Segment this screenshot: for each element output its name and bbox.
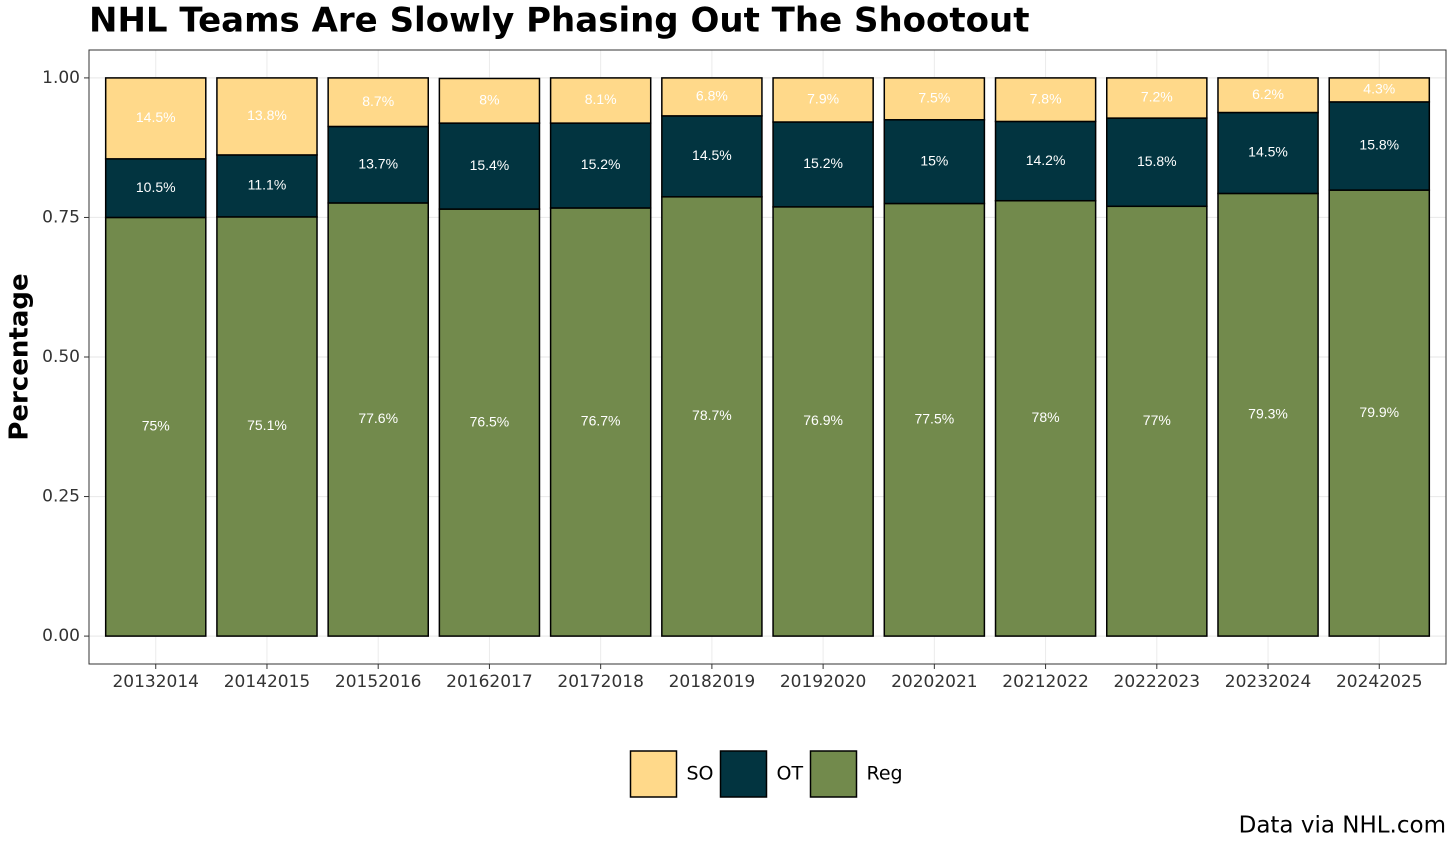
data-label: 76.7%: [581, 413, 621, 429]
bar-segment: [1328, 189, 1431, 637]
data-label: 79.9%: [1359, 404, 1399, 420]
data-label: 6.2%: [1252, 86, 1284, 102]
bar-segment: [104, 77, 207, 160]
bar-segment: [1328, 77, 1431, 103]
data-label: 14.5%: [1248, 144, 1288, 160]
data-label: 79.3%: [1248, 405, 1288, 421]
data-label: 4.3%: [1363, 81, 1395, 97]
caption: Data via NHL.com: [1239, 813, 1446, 839]
bar-segment: [994, 77, 1097, 123]
bar-segment: [883, 202, 986, 637]
data-label: 77.6%: [358, 410, 398, 426]
data-label: 13.7%: [358, 155, 398, 171]
y-tick-label: 0.25: [42, 487, 80, 507]
bar-segment: [661, 196, 763, 637]
x-tick-label: 20182019: [669, 672, 756, 692]
data-label: 7.2%: [1141, 89, 1173, 105]
data-label: 8%: [479, 91, 499, 107]
x-tick-label: 20132014: [112, 672, 199, 692]
bar-segment: [883, 77, 986, 121]
data-label: 75%: [142, 417, 170, 433]
bar-segment: [1106, 77, 1208, 119]
data-label: 14.2%: [1026, 152, 1066, 168]
y-tick-label: 1.00: [42, 68, 80, 88]
plot-border: [88, 49, 1447, 665]
legend-swatch: [629, 750, 678, 798]
legend-label: OT: [777, 763, 804, 785]
bar-segment: [438, 208, 541, 637]
x-tick-label: 20212022: [1002, 672, 1089, 692]
data-label: 15.4%: [470, 157, 510, 173]
bar-segment: [216, 216, 318, 637]
bar-segment: [216, 154, 318, 218]
data-label: 14.5%: [136, 109, 176, 125]
data-label: 77%: [1143, 412, 1171, 428]
bar-segment: [772, 206, 874, 637]
data-label: 15%: [920, 152, 948, 168]
bar-segment: [883, 119, 986, 205]
bar-segment: [549, 122, 652, 209]
bar-segment: [1106, 117, 1208, 208]
y-tick-label: 0.50: [42, 347, 80, 367]
x-tick-label: 20242025: [1336, 672, 1423, 692]
bar-segment: [327, 77, 429, 128]
bar-segment: [216, 77, 318, 156]
data-label: 7.8%: [1030, 90, 1062, 106]
bar-segment: [1106, 205, 1208, 637]
data-label: 6.8%: [696, 88, 728, 104]
data-label: 15.8%: [1137, 153, 1177, 169]
data-label: 78.7%: [692, 407, 732, 423]
x-tick-label: 20142015: [224, 672, 311, 692]
data-label: 75.1%: [247, 417, 287, 433]
bar-segment: [327, 202, 429, 637]
bar-segment: [772, 121, 874, 208]
data-label: 14.5%: [692, 147, 732, 163]
chart-title: NHL Teams Are Slowly Phasing Out The Sho…: [89, 1, 1029, 41]
bar-segment: [1328, 101, 1431, 191]
x-tick-label: 20162017: [446, 672, 533, 692]
data-label: 7.5%: [918, 90, 950, 106]
x-tick-label: 20152016: [335, 672, 422, 692]
bar-segment: [438, 77, 541, 124]
data-label: 7.9%: [807, 91, 839, 107]
y-axis-label: Percentage: [5, 273, 35, 440]
bar-segment: [661, 77, 763, 117]
legend-swatch: [719, 750, 768, 798]
data-label: 76.5%: [470, 413, 510, 429]
data-label: 10.5%: [136, 179, 176, 195]
data-label: 15.2%: [803, 155, 843, 171]
bar-segment: [1217, 77, 1319, 114]
bar-segment: [549, 207, 652, 637]
data-label: 76.9%: [803, 412, 843, 428]
data-label: 8.1%: [585, 91, 617, 107]
bar-segment: [438, 122, 541, 210]
x-tick-label: 20172018: [557, 672, 644, 692]
bar-segment: [549, 77, 652, 124]
data-label: 8.7%: [362, 93, 394, 109]
legend-label: Reg: [867, 763, 903, 785]
data-label: 15.2%: [581, 156, 621, 172]
y-tick-label: 0.75: [42, 207, 80, 227]
bar-segment: [772, 77, 874, 123]
x-tick-label: 20202021: [891, 672, 978, 692]
data-label: 13.8%: [247, 107, 287, 123]
data-label: 15.8%: [1359, 137, 1399, 153]
legend-label: SO: [687, 763, 714, 785]
x-tick-label: 20222023: [1114, 672, 1201, 692]
data-label: 77.5%: [914, 410, 954, 426]
y-tick-label: 0.00: [42, 626, 80, 646]
data-label: 78%: [1032, 409, 1060, 425]
legend-swatch: [809, 750, 858, 798]
x-tick-label: 20232024: [1225, 672, 1312, 692]
bar-segment: [1217, 111, 1319, 195]
x-tick-label: 20192020: [780, 672, 867, 692]
bar-segment: [1217, 192, 1319, 637]
bar-segment: [327, 125, 429, 204]
bar-segment: [104, 158, 207, 219]
data-label: 11.1%: [248, 177, 287, 193]
